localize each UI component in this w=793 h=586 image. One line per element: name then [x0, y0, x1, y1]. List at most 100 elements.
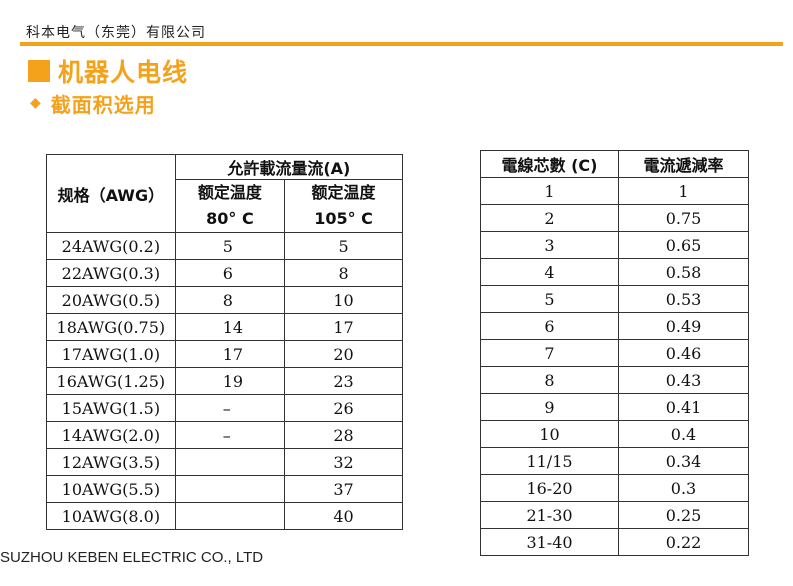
table-cell: 6 [480, 312, 619, 340]
table-cell: 31-40 [480, 528, 619, 556]
table-cell: 14 [174, 313, 286, 341]
table-cell: – [174, 421, 286, 449]
table-row: 4 0.58 [480, 258, 749, 286]
table-cell: 23 [284, 367, 403, 395]
table-cell: 10AWG(8.0) [46, 502, 176, 530]
ampacity-table: 规格（AWG） 允許載流量流(A) 额定温度 80° C 额定温度 105° C… [46, 154, 404, 530]
table-cell: 19 [174, 367, 286, 395]
table-row: 9 0.41 [480, 393, 749, 421]
table-row: 7 0.46 [480, 339, 749, 367]
table-cell: 0.41 [618, 393, 749, 421]
table-cell: 8 [480, 366, 619, 394]
table-row: 22AWG(0.3) 6 8 [46, 259, 403, 287]
derating-table: 電線芯數 (C) 電流遞減率 1 1 2 0.75 3 0.65 4 0.58 5 0.53 6 0.… [480, 150, 749, 556]
table-cell: 16-20 [480, 474, 619, 502]
table-row: 11/15 0.34 [480, 447, 749, 475]
table-row: 24AWG(0.2) 5 5 [46, 232, 403, 260]
table-cell: 0.58 [618, 258, 749, 286]
table-cell: 8 [284, 259, 403, 287]
table-cell: 18AWG(0.75) [46, 313, 176, 341]
table-cell: 5 [480, 285, 619, 313]
col-header-cores: 電線芯數 (C) [480, 150, 619, 178]
table-cell: 28 [284, 421, 403, 449]
table-row: 8 0.43 [480, 366, 749, 394]
table-row: 16-20 0.3 [480, 474, 749, 502]
table-row: 31-40 0.22 [480, 528, 749, 556]
table-cell: 12AWG(3.5) [46, 448, 176, 476]
table-cell: 2 [480, 204, 619, 232]
table-cell [174, 502, 286, 530]
col-header-spec: 规格（AWG） [46, 154, 176, 233]
table-cell: 0.43 [618, 366, 749, 394]
table-cell: 1 [618, 177, 749, 205]
col-header-group: 允許載流量流(A) [174, 154, 404, 180]
col-header-derating: 電流遞減率 [618, 150, 749, 178]
table-cell: 17 [284, 313, 403, 341]
table-cell: 4 [480, 258, 619, 286]
table-cell [174, 448, 286, 476]
table-cell: 0.34 [618, 447, 749, 475]
company-name: 科本电气（东莞）有限公司 [26, 25, 206, 41]
table-cell: 10 [284, 286, 403, 314]
table-row: 10 0.4 [480, 420, 749, 448]
table-cell: 9 [480, 393, 619, 421]
table-row: 12AWG(3.5) 32 [46, 448, 403, 476]
table-row: 16AWG(1.25) 19 23 [46, 367, 403, 395]
table-cell: 0.46 [618, 339, 749, 367]
table-cell: 22AWG(0.3) [46, 259, 176, 287]
table-cell [174, 475, 286, 503]
table-cell: 15AWG(1.5) [46, 394, 176, 422]
table-cell: 0.53 [618, 285, 749, 313]
table-cell: 17AWG(1.0) [46, 340, 176, 368]
table-cell: 8 [174, 286, 286, 314]
col-header-105c-temp: 105° C [314, 209, 373, 228]
table-cell: 0.49 [618, 312, 749, 340]
table-row: 15AWG(1.5) –26 [46, 394, 403, 422]
col-header-105c-label: 额定温度 [311, 183, 376, 202]
table-cell: 11/15 [480, 447, 619, 475]
table-cell: 20 [284, 340, 403, 368]
table-row: 5 0.53 [480, 285, 749, 313]
table-cell: 0.25 [618, 501, 749, 529]
table-cell: 16AWG(1.25) [46, 367, 176, 395]
table-row: 6 0.49 [480, 312, 749, 340]
table-row: 14AWG(2.0) –28 [46, 421, 403, 449]
table-cell: 14AWG(2.0) [46, 421, 176, 449]
table-cell: 6 [174, 259, 286, 287]
table-cell: 0.3 [618, 474, 749, 502]
page-title-text: 机器人电线 [58, 58, 189, 87]
table-cell: 21-30 [480, 501, 619, 529]
table-row: 3 0.65 [480, 231, 749, 259]
table-cell: 0.22 [618, 528, 749, 556]
table-cell: 32 [284, 448, 403, 476]
col-header-80c-label: 额定温度 [197, 183, 262, 202]
table-row: 2 0.75 [480, 204, 749, 232]
section-title: ◆ 截面积选用 [30, 90, 156, 117]
table-cell: 24AWG(0.2) [46, 232, 176, 260]
col-header-80c: 额定温度 80° C [174, 179, 286, 233]
table-row: 20AWG(0.5) 8 10 [46, 286, 403, 314]
footer-company: SUZHOU KEBEN ELECTRIC CO., LTD [0, 549, 264, 566]
table-cell: 20AWG(0.5) [46, 286, 176, 314]
table-cell: 5 [284, 232, 403, 260]
header-divider [20, 42, 783, 46]
table-cell: 40 [284, 502, 403, 530]
col-header-80c-temp: 80° C [206, 209, 254, 228]
table-row: 21-30 0.25 [480, 501, 749, 529]
table-cell: 7 [480, 339, 619, 367]
diamond-icon: ◆ [30, 95, 41, 111]
table-row: 17AWG(1.0) 17 20 [46, 340, 403, 368]
table-cell: 37 [284, 475, 403, 503]
page-title: 机器人电线 [28, 54, 188, 88]
table-row: 18AWG(0.75) 14 17 [46, 313, 403, 341]
table-cell: – [174, 394, 286, 422]
table-row: 10AWG(5.5) 37 [46, 475, 403, 503]
table-cell: 3 [480, 231, 619, 259]
table-cell: 17 [174, 340, 286, 368]
table-cell: 5 [174, 232, 286, 260]
table-cell: 0.65 [618, 231, 749, 259]
table-cell: 0.75 [618, 204, 749, 232]
table-cell: 0.4 [618, 420, 749, 448]
table-cell: 10 [480, 420, 619, 448]
